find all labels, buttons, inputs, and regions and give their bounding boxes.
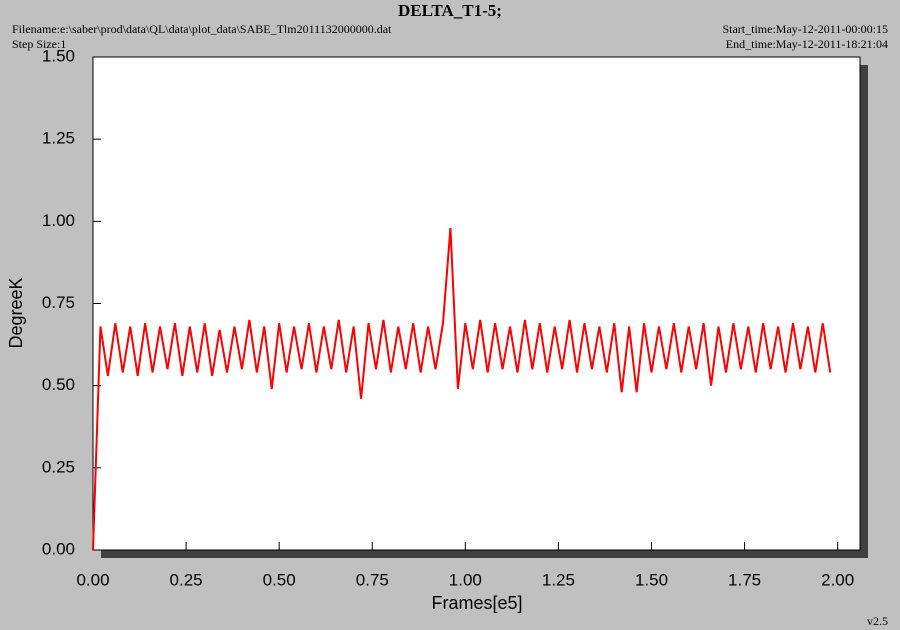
start-time: Start_time:May-12-2011-00:00:15 bbox=[722, 22, 888, 36]
x-tick-label: 1.75 bbox=[728, 570, 761, 589]
y-tick-label: 0.50 bbox=[42, 375, 75, 394]
y-axis-label: DegreeK bbox=[6, 277, 26, 348]
step-size: Step Size:1 bbox=[12, 37, 66, 51]
x-tick-label: 1.50 bbox=[635, 570, 668, 589]
data-line bbox=[92, 227, 832, 551]
y-tick-label: 1.00 bbox=[42, 211, 75, 230]
y-tick-label: 0.25 bbox=[42, 457, 75, 476]
version: v2.5 bbox=[867, 614, 888, 628]
x-tick-label: 1.00 bbox=[449, 570, 482, 589]
x-axis-label: Frames[e5] bbox=[431, 593, 522, 613]
x-tick-label: 0.75 bbox=[356, 570, 389, 589]
x-tick-label: 0.25 bbox=[170, 570, 203, 589]
chart-title: DELTA_T1-5; bbox=[398, 1, 502, 20]
x-tick-label: 1.25 bbox=[542, 570, 575, 589]
plot-area bbox=[92, 56, 861, 551]
x-tick-label: 0.00 bbox=[76, 570, 109, 589]
y-tick-label: 0.75 bbox=[42, 293, 75, 312]
x-tick-label: 2.00 bbox=[821, 570, 854, 589]
end-time: End_time:May-12-2011-18:21:04 bbox=[726, 37, 888, 51]
y-tick-label: 1.50 bbox=[42, 46, 75, 65]
filename: Filename:e:\saber\prod\data\QL\data\plot… bbox=[12, 22, 392, 36]
y-tick-label: 0.00 bbox=[42, 539, 75, 558]
y-tick-label: 1.25 bbox=[42, 129, 75, 148]
x-tick-label: 0.50 bbox=[263, 570, 296, 589]
